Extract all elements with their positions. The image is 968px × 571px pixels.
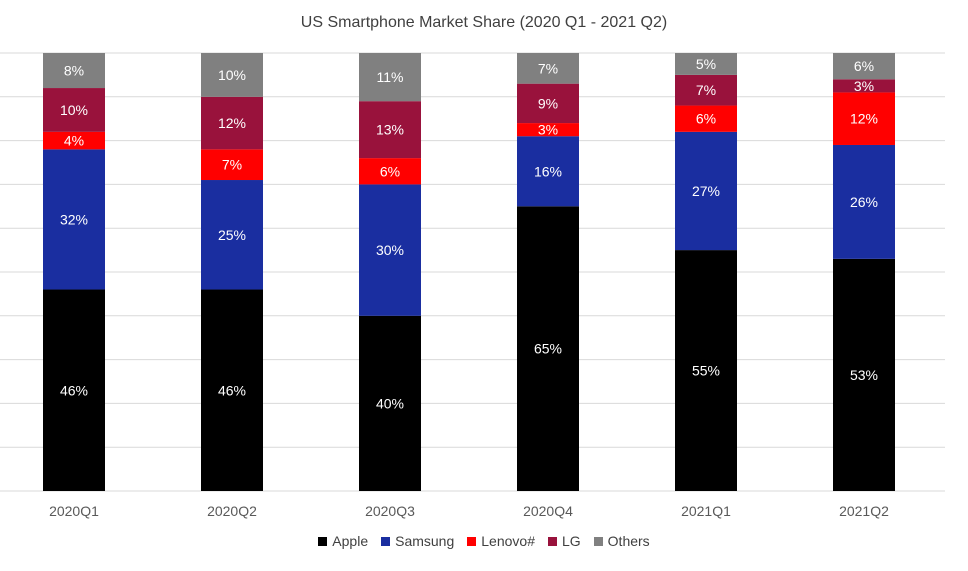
bar-segment-others — [201, 53, 263, 97]
bar-segment-samsung — [675, 131, 737, 251]
data-label: 30% — [376, 242, 404, 258]
x-tick-label: 2020Q3 — [365, 503, 415, 519]
legend-label: Apple — [332, 533, 369, 549]
legend-label: Lenovo# — [481, 533, 535, 549]
data-label: 5% — [696, 56, 716, 72]
data-label: 16% — [534, 163, 562, 179]
bar-segment-lenovo — [359, 158, 421, 185]
legend-label: LG — [561, 533, 581, 549]
legend-swatch — [593, 536, 603, 546]
bar-segment-apple — [201, 289, 263, 491]
bar-segment-others — [359, 53, 421, 102]
data-label: 6% — [696, 111, 716, 127]
data-label: 32% — [60, 211, 88, 227]
chart-legend: Apple Samsung Lenovo# LG Others — [0, 533, 968, 549]
data-label: 12% — [850, 111, 878, 127]
bar-segment-samsung — [43, 149, 105, 290]
bar-segment-others — [833, 53, 895, 80]
bar-segment-lg — [517, 83, 579, 124]
data-label: 65% — [534, 341, 562, 357]
data-label: 3% — [538, 122, 558, 138]
legend-item: Samsung — [381, 533, 454, 549]
bar-segment-others — [517, 53, 579, 84]
legend-label: Others — [607, 533, 650, 549]
data-label: 26% — [850, 194, 878, 210]
bar-segment-others — [43, 53, 105, 89]
data-label: 27% — [692, 183, 720, 199]
data-label: 25% — [218, 227, 246, 243]
bar-segment-lg — [675, 74, 737, 106]
chart-title: US Smartphone Market Share (2020 Q1 - 20… — [300, 14, 668, 31]
legend-swatch — [381, 536, 391, 546]
bar-segment-lg — [359, 101, 421, 159]
data-label: 53% — [850, 367, 878, 383]
bar-segment-apple — [517, 206, 579, 492]
data-label: 11% — [377, 69, 404, 85]
data-label: 46% — [60, 382, 88, 398]
data-label: 13% — [376, 122, 404, 138]
bar-segment-samsung — [833, 144, 895, 259]
data-label: 7% — [538, 60, 558, 76]
legend-item: Lenovo# — [467, 533, 535, 549]
data-label: 7% — [696, 82, 716, 98]
legend-swatch — [547, 536, 557, 546]
x-tick-label: 2020Q1 — [49, 503, 99, 519]
bar-segment-apple — [359, 315, 421, 491]
data-label: 6% — [380, 163, 400, 179]
bar-segment-samsung — [201, 180, 263, 290]
data-label: 9% — [538, 95, 558, 111]
data-label: 3% — [854, 78, 874, 94]
bar-segment-lenovo — [201, 149, 263, 181]
legend-label: Samsung — [395, 533, 455, 549]
bar-segment-samsung — [517, 136, 579, 207]
data-label: 46% — [218, 382, 246, 398]
bar-segment-lg — [833, 79, 895, 93]
legend-item: LG — [547, 533, 581, 549]
bar-segment-apple — [43, 289, 105, 491]
data-label: 6% — [854, 58, 874, 74]
legend-item: Apple — [318, 533, 368, 549]
data-label: 8% — [64, 63, 84, 79]
legend-swatch — [467, 536, 477, 546]
bar-segment-lenovo — [517, 123, 579, 137]
x-tick-label: 2020Q4 — [523, 503, 573, 519]
bar-segment-samsung — [359, 184, 421, 316]
bar-segment-lenovo — [833, 92, 895, 145]
data-label: 10% — [218, 67, 246, 83]
bar-segment-lg — [43, 88, 105, 132]
bar-segment-apple — [675, 250, 737, 491]
legend-swatch — [318, 536, 328, 546]
bar-segment-lenovo — [43, 131, 105, 150]
legend-item: Others — [593, 533, 650, 549]
bar-segment-others — [675, 53, 737, 75]
bar-segment-lg — [201, 96, 263, 150]
data-label: 10% — [60, 102, 88, 118]
data-label: 7% — [222, 157, 242, 173]
data-label: 55% — [692, 363, 720, 379]
data-label: 4% — [64, 133, 84, 149]
bar-segment-apple — [833, 258, 895, 491]
x-tick-label: 2021Q2 — [839, 503, 889, 519]
x-tick-label: 2021Q1 — [681, 503, 731, 519]
data-label: 12% — [218, 115, 246, 131]
data-label: 40% — [376, 395, 404, 411]
bar-segment-lenovo — [675, 105, 737, 132]
x-tick-label: 2020Q2 — [207, 503, 257, 519]
